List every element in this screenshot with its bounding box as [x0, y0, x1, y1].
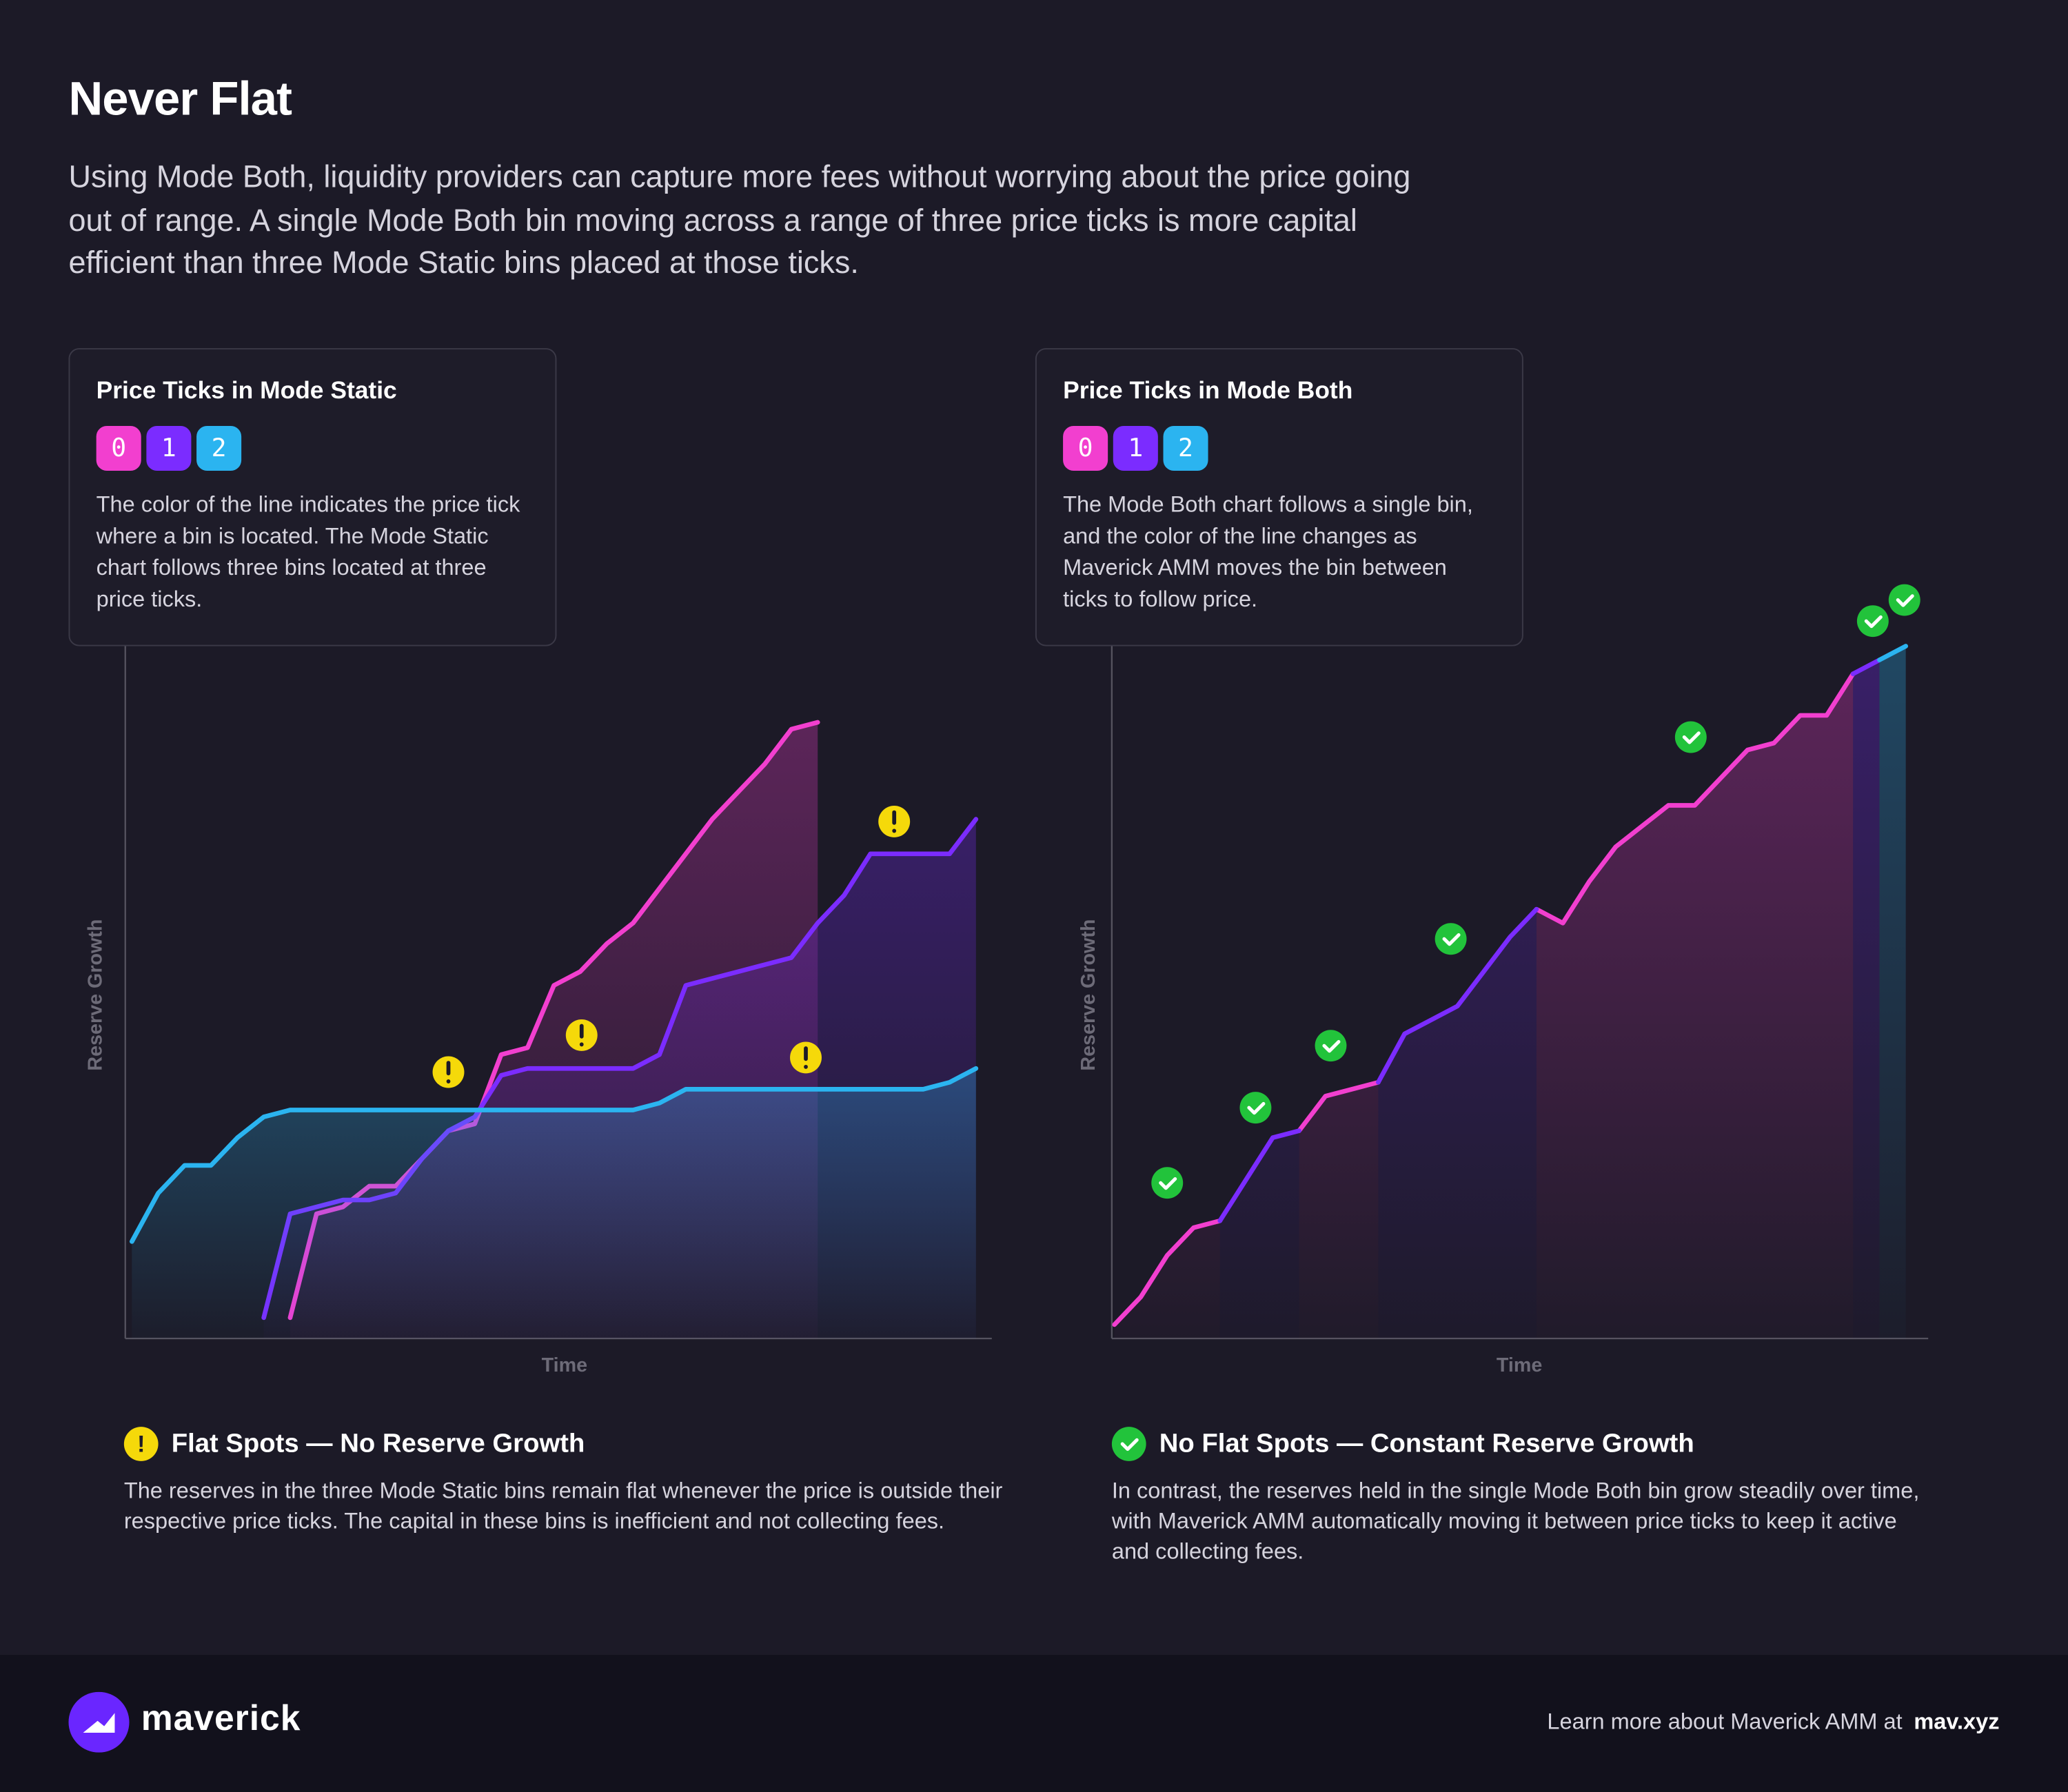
legend: 0 1 2 — [96, 425, 529, 471]
legend-badge: 1 — [1113, 425, 1158, 471]
legend-badge: 0 — [1063, 425, 1108, 471]
footer-link[interactable]: mav.xyz — [1914, 1709, 2000, 1734]
card-title: Price Ticks in Mode Both — [1063, 376, 1353, 404]
check-icon — [1856, 605, 1889, 638]
y-axis-label: Reserve Growth — [84, 919, 106, 1071]
warning-marks — [446, 810, 897, 1083]
series-line — [129, 1066, 979, 1244]
x-axis-label: Time — [542, 1354, 587, 1376]
card-description: The Mode Both chart follows a single bin… — [1063, 491, 1473, 612]
legend-card: Price Ticks in Mode Static 0 1 2 The col… — [68, 348, 557, 646]
check-icon — [1674, 721, 1707, 753]
note-title: ! Flat Spots — No Reserve Growth — [123, 1427, 585, 1461]
series-area — [1879, 646, 1906, 1338]
x-axis-label: Time — [1497, 1354, 1542, 1376]
footer — [0, 1655, 2068, 1792]
legend: 0 1 2 — [1063, 425, 1496, 471]
check-glyph — [1159, 594, 1914, 1190]
logo — [68, 1691, 130, 1753]
intro-text: Using Mode Both, liquidity providers can… — [68, 159, 1411, 280]
y-axis-label: Reserve Growth — [1077, 919, 1099, 1071]
legend-card: Price Ticks in Mode Both 0 1 2 The Mode … — [1035, 348, 1523, 646]
legend-badge: 2 — [196, 425, 242, 471]
warning-glyph — [446, 810, 897, 1076]
check-icons — [1151, 584, 1920, 1199]
check-icon — [1435, 923, 1467, 955]
note-text: In contrast, the reserves held in the si… — [1111, 1478, 1920, 1565]
check-icon — [1315, 1030, 1347, 1062]
series-line — [1112, 671, 1856, 1327]
note-heading: Flat Spots — No Reserve Growth — [171, 1429, 585, 1458]
check-icon — [1888, 584, 1920, 616]
card-description: The color of the line indicates the pric… — [96, 491, 520, 612]
note-text: The reserves in the three Mode Static bi… — [123, 1478, 1003, 1534]
series-area — [132, 1068, 976, 1338]
note-title: No Flat Spots — Constant Reserve Growth — [1111, 1427, 1694, 1461]
legend-badge: 2 — [1163, 425, 1208, 471]
brand[interactable]: maverick — [141, 1698, 301, 1738]
note-heading: No Flat Spots — Constant Reserve Growth — [1159, 1429, 1694, 1458]
check-glyph — [1120, 1438, 1139, 1452]
card-title: Price Ticks in Mode Static — [96, 376, 397, 404]
check-icon — [1151, 1167, 1184, 1199]
check-icon — [1111, 1427, 1146, 1461]
footer-label: Learn more about Maverick AMM at — [1547, 1709, 1903, 1734]
warning-icon: ! — [123, 1427, 159, 1461]
footer-text: Learn more about Maverick AMM at mav.xyz — [1547, 1709, 1999, 1735]
warning-glyph — [446, 828, 897, 1083]
series-line — [1877, 644, 1909, 662]
page-title: Never Flat — [68, 71, 292, 125]
check-icon — [1239, 1092, 1272, 1124]
legend-badge: 0 — [96, 425, 141, 471]
series-line — [1217, 658, 1882, 1223]
series-area — [1114, 673, 1854, 1338]
legend-badge: 1 — [146, 425, 192, 471]
series-area — [1219, 660, 1880, 1338]
